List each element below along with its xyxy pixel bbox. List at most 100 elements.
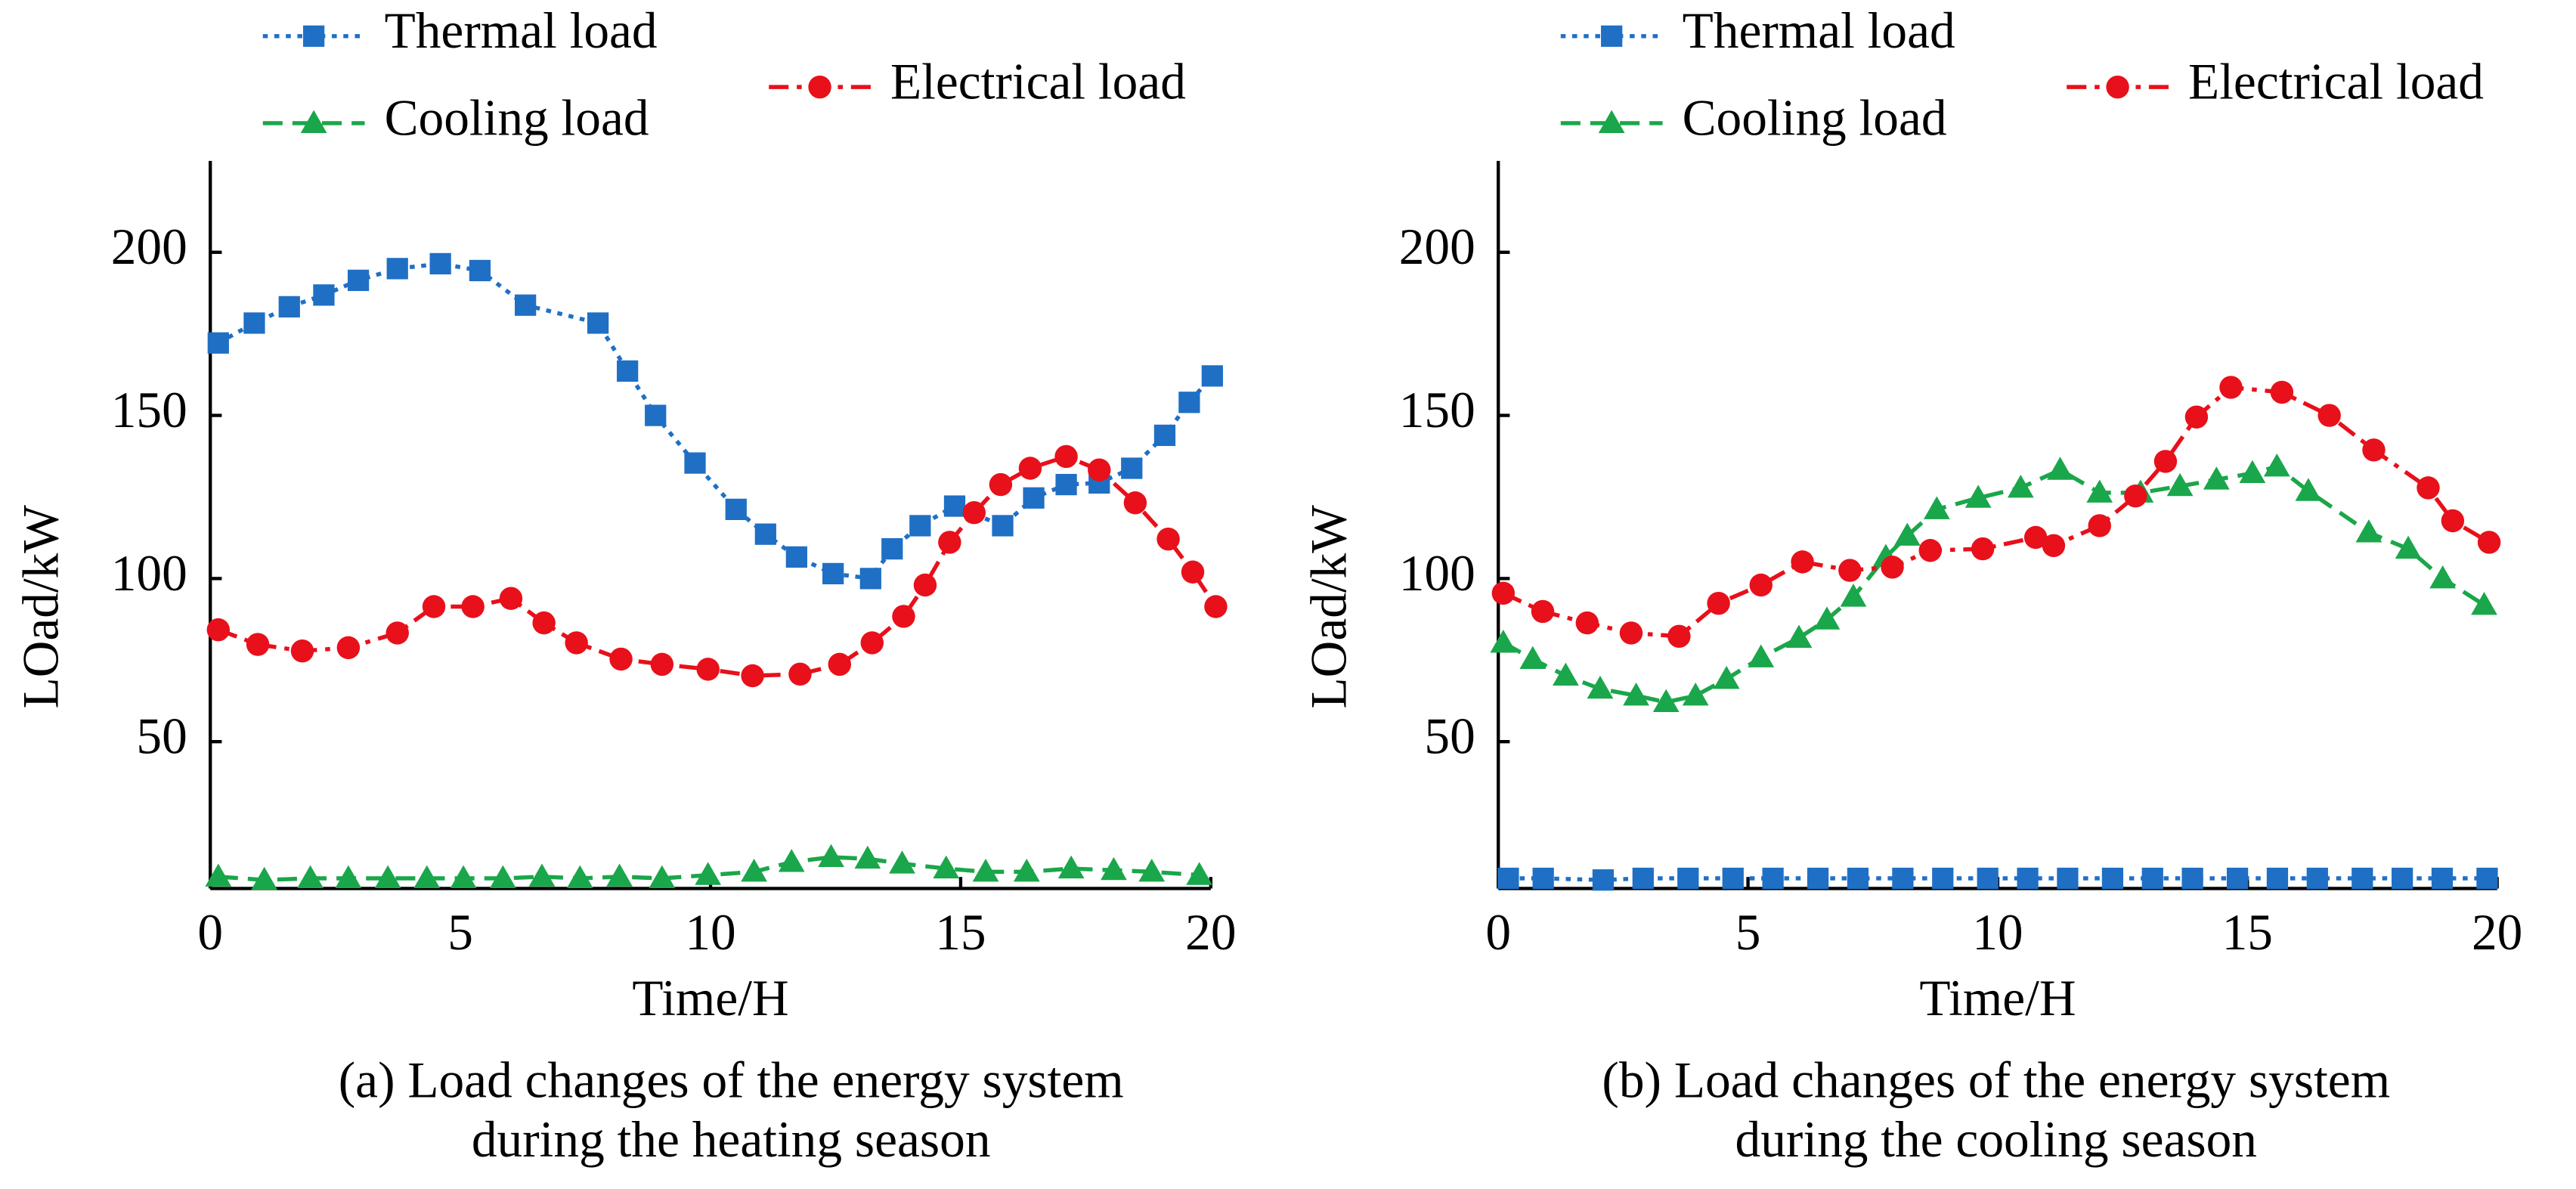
x-tick-label: 0 (197, 904, 223, 961)
marker (1055, 473, 1077, 496)
marker (2239, 460, 2266, 484)
marker (2141, 867, 2163, 890)
marker (818, 844, 844, 868)
marker (1181, 560, 1205, 584)
marker (943, 495, 966, 517)
marker (2441, 509, 2465, 533)
marker (617, 360, 639, 382)
marker (1018, 457, 1042, 480)
marker (469, 259, 491, 282)
marker (650, 652, 674, 677)
series-line (217, 454, 1218, 678)
marker (1923, 496, 1950, 519)
marker (695, 862, 722, 885)
marker (566, 865, 593, 889)
marker (778, 849, 805, 872)
x-tick-label: 0 (1485, 904, 1511, 961)
marker (1918, 539, 1942, 562)
marker (1088, 458, 1111, 481)
marker (1971, 537, 1995, 561)
marker (2477, 531, 2501, 554)
marker (1892, 867, 1914, 890)
marker (828, 652, 851, 677)
marker (2355, 519, 2382, 543)
marker (892, 605, 915, 628)
marker (461, 595, 485, 618)
marker (2086, 479, 2113, 503)
marker (429, 252, 451, 274)
marker (606, 863, 633, 887)
marker (2306, 867, 2328, 890)
marker (1619, 621, 1643, 645)
marker (933, 855, 960, 879)
marker (913, 573, 937, 597)
marker (649, 865, 676, 889)
marker (528, 863, 556, 887)
marker (2023, 525, 2048, 550)
x-tick-label: 5 (1735, 904, 1761, 961)
marker (1153, 424, 1176, 447)
marker (1932, 867, 1954, 890)
marker (1762, 867, 1784, 890)
caption: during the heating season (472, 1111, 991, 1168)
marker (1138, 859, 1166, 882)
legend-marker (2106, 75, 2129, 99)
legend-label: Electrical load (890, 54, 1186, 110)
marker (696, 658, 720, 681)
marker (725, 498, 747, 520)
marker (1497, 867, 1519, 890)
marker (1123, 491, 1147, 515)
marker (499, 587, 523, 610)
marker (515, 294, 537, 316)
marker (2057, 867, 2079, 890)
marker (2153, 450, 2178, 473)
marker (532, 611, 556, 635)
legend-label: Thermal load (385, 2, 658, 59)
marker (1553, 662, 1579, 686)
marker (1713, 665, 1740, 689)
marker (1057, 855, 1085, 879)
marker (854, 845, 881, 869)
y-axis-label: LOad/kW (12, 505, 69, 709)
marker (278, 296, 300, 317)
caption: during the cooling season (1735, 1111, 2257, 1168)
marker (385, 621, 409, 645)
marker (205, 863, 232, 887)
marker (645, 404, 667, 426)
legend-label: Cooling load (385, 89, 649, 146)
marker (741, 664, 764, 688)
marker (1748, 644, 1775, 667)
legend-label: Cooling load (1683, 89, 1947, 146)
x-tick-label: 20 (1185, 904, 1236, 961)
marker (1682, 682, 1709, 706)
marker (1101, 856, 1127, 881)
marker (1204, 595, 1228, 618)
marker (785, 546, 807, 568)
marker (2042, 534, 2066, 557)
marker (2429, 565, 2457, 589)
marker (859, 568, 881, 590)
x-tick-label: 15 (935, 904, 986, 961)
x-tick-label: 5 (447, 904, 473, 961)
x-tick-label: 15 (2222, 904, 2273, 961)
y-axis-label: LOad/kW (1300, 505, 1357, 709)
marker (2101, 867, 2124, 890)
marker (860, 631, 884, 655)
legend-label: Thermal load (1683, 2, 1955, 59)
legend-marker (1601, 25, 1623, 47)
marker (2226, 867, 2249, 890)
marker (2088, 514, 2111, 537)
y-tick-label: 150 (111, 382, 187, 438)
marker (2181, 867, 2203, 890)
y-tick-label: 150 (1399, 382, 1475, 438)
marker (1813, 606, 1841, 630)
marker (1623, 682, 1649, 706)
y-tick-label: 100 (1399, 545, 1475, 602)
marker (1652, 689, 1680, 712)
caption: (b) Load changes of the energy system (1602, 1052, 2390, 1109)
marker (1965, 485, 1992, 508)
marker (2417, 476, 2440, 500)
marker (788, 662, 812, 686)
legend-label: Electrical load (2188, 54, 2484, 110)
